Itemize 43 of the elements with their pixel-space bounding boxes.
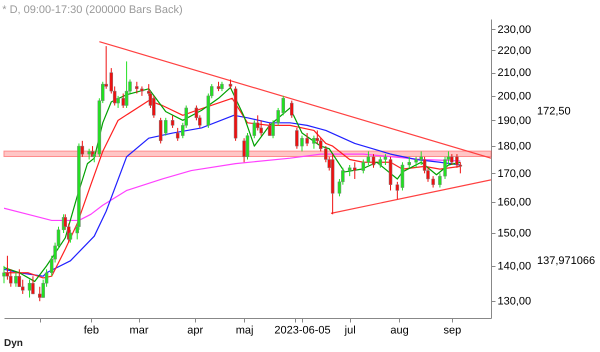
y-tick-label: 140,00 — [498, 260, 532, 272]
candlestick — [38, 286, 42, 302]
y-tick-label: 200,00 — [498, 90, 532, 102]
text: 172,50 — [537, 106, 571, 118]
candlestick — [312, 135, 316, 150]
candlestick — [31, 276, 35, 294]
y-tick-label: 230,00 — [498, 24, 532, 36]
y-tick-label: 190,00 — [498, 114, 532, 127]
line-series — [4, 154, 461, 222]
candlestick — [252, 120, 256, 139]
y-tick-label: 210,00 — [498, 67, 532, 80]
candlestick — [408, 156, 412, 168]
candlestick — [259, 120, 263, 136]
x-tick-label: sep — [443, 324, 462, 336]
y-tick-label: 170,00 — [498, 168, 532, 180]
y-tick-label: 150,00 — [498, 227, 532, 240]
candlestick — [2, 265, 6, 284]
x-tick-label: jul — [344, 324, 356, 336]
candlestick — [124, 60, 128, 108]
text: 137,971066 — [537, 255, 596, 268]
text: Dyn — [4, 338, 23, 349]
y-tick-label: 180,00 — [498, 140, 532, 153]
candlestick — [87, 148, 91, 160]
candlestick — [220, 81, 224, 92]
x-tick-label: 2023-06-05 — [274, 324, 331, 336]
x-tick-label: aug — [390, 324, 409, 336]
candlestick — [20, 279, 24, 294]
candlestick — [246, 132, 250, 160]
x-tick-label: mar — [130, 324, 149, 336]
candlestick — [290, 100, 294, 118]
candlestick — [28, 279, 32, 298]
y-tick-label: 220,00 — [498, 44, 532, 57]
x-tick-label: maj — [236, 324, 254, 336]
candlestick — [170, 114, 174, 128]
y-tick-label: 160,00 — [498, 196, 532, 209]
candlestick — [68, 229, 72, 244]
chart-title: * D, 09:00-17:30 (200000 Bars Back) — [2, 4, 183, 16]
candlestick — [152, 95, 156, 118]
x-tick-label: apr — [187, 324, 204, 336]
candlestick — [228, 78, 232, 90]
x-tick-label: feb — [84, 324, 99, 336]
y-tick-label: 130,00 — [498, 296, 532, 308]
candlestick — [216, 81, 220, 92]
